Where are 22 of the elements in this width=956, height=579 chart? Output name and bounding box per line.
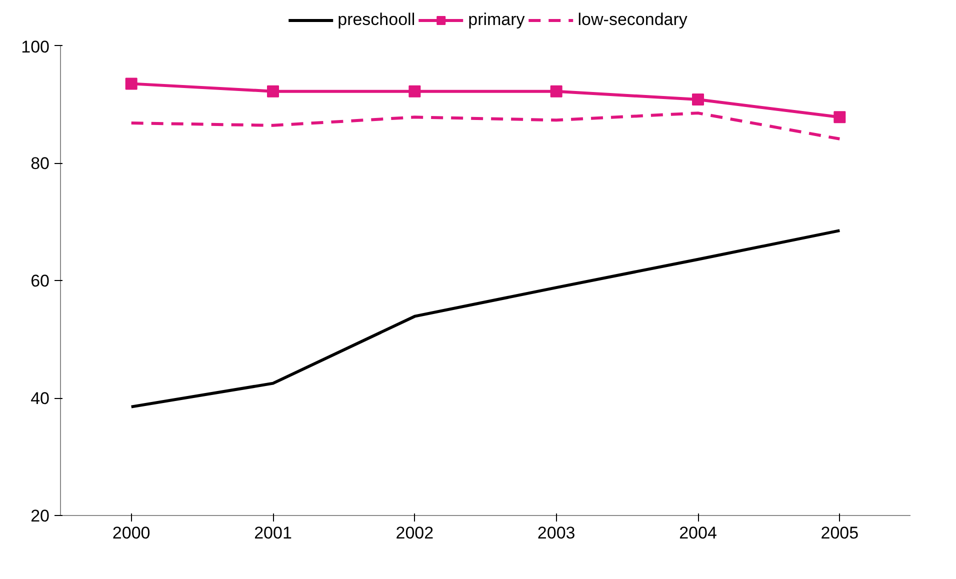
point <box>408 85 421 98</box>
point <box>692 94 704 106</box>
line-series <box>130 229 842 408</box>
point <box>267 85 279 98</box>
point <box>125 78 138 90</box>
legend-label: low-secondary <box>578 10 688 30</box>
y-tick-label: 40 <box>30 389 50 408</box>
line-series <box>130 112 842 140</box>
y-tick-label: 80 <box>30 154 50 173</box>
x-tick-label: 2004 <box>679 524 717 542</box>
x-tick-label: 2002 <box>396 524 434 542</box>
y-tick-label: 60 <box>30 272 50 290</box>
x-tick-label: 2001 <box>254 524 292 542</box>
x-tick-label: 2003 <box>537 524 576 542</box>
y-tick-label: 20 <box>30 506 50 526</box>
x-tick-label: 2005 <box>820 524 859 542</box>
y-tick-label: 100 <box>21 38 50 56</box>
x-tick-label: 2000 <box>112 524 150 542</box>
legend-label: preschooll <box>338 10 416 30</box>
legend-label: primary <box>468 10 525 30</box>
point <box>834 111 846 124</box>
point <box>550 85 562 98</box>
